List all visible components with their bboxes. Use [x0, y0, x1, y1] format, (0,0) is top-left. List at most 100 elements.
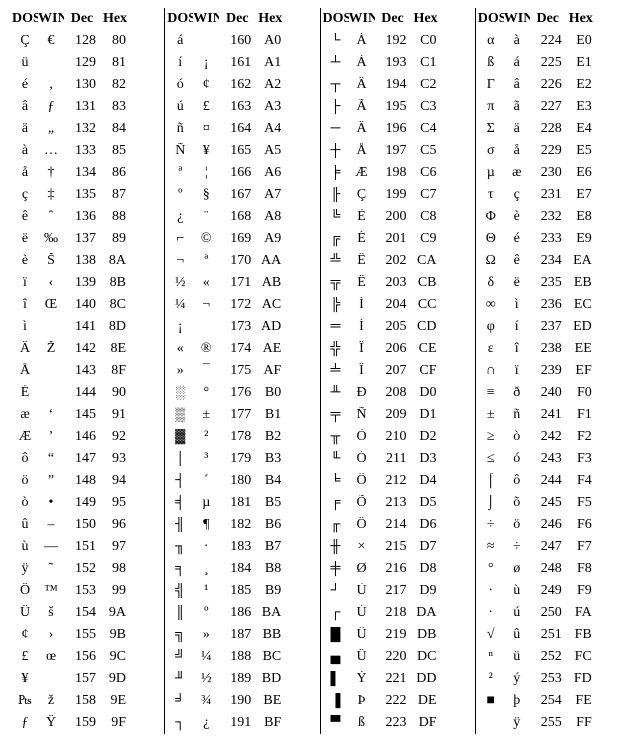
table-row: «®174AE	[165, 338, 319, 360]
cell-win: ù	[504, 583, 530, 599]
cell-dec: 234	[530, 253, 566, 269]
cell-dec: 173	[219, 319, 255, 335]
cell-hex: EB	[566, 275, 596, 291]
table-row: ò•14995	[10, 492, 164, 514]
cell-win: ó	[504, 451, 530, 467]
cell-win: ü	[504, 649, 530, 665]
cell-hex: DD	[411, 671, 441, 687]
cell-win: Ó	[349, 451, 375, 467]
cell-hex: EA	[566, 253, 596, 269]
cell-hex: BE	[255, 693, 285, 709]
cell-win: ¥	[193, 143, 219, 159]
cell-dec: 210	[375, 429, 411, 445]
cell-win: Ÿ	[38, 715, 64, 731]
cell-dec: 223	[375, 715, 411, 731]
cell-hex: D5	[411, 495, 441, 511]
cell-win: Ð	[349, 385, 375, 401]
cell-dec: 228	[530, 121, 566, 137]
table-row: ö”14894	[10, 470, 164, 492]
cell-win: ×	[349, 539, 375, 555]
cell-win: Œ	[38, 297, 64, 313]
cell-dec: 154	[64, 605, 100, 621]
cell-win: ž	[38, 693, 64, 709]
cell-win: ÷	[504, 539, 530, 555]
table-row: ƒŸ1599F	[10, 712, 164, 734]
cell-dec: 181	[219, 495, 255, 511]
cell-hex: A3	[255, 99, 285, 115]
cell-dos: █	[323, 627, 349, 643]
cell-win: ð	[504, 385, 530, 401]
table-row: Æ’14692	[10, 426, 164, 448]
cell-win: °	[193, 385, 219, 401]
table-row: ₧ž1589E	[10, 690, 164, 712]
cell-win: ¦	[193, 165, 219, 181]
cell-dec: 195	[375, 99, 411, 115]
table-row: ╩Ê202CA	[321, 250, 475, 272]
cell-hex: E0	[566, 33, 596, 49]
cell-hex: 84	[100, 121, 130, 137]
table-row: ┐¿191BF	[165, 712, 319, 734]
cell-win: Ö	[349, 517, 375, 533]
cell-dec: 190	[219, 693, 255, 709]
cell-win: â	[504, 77, 530, 93]
cell-dos: ñ	[167, 121, 193, 137]
cell-dos: ì	[12, 319, 38, 335]
cell-win: ¹	[193, 583, 219, 599]
table-row: Σä228E4	[476, 118, 630, 140]
cell-dec: 132	[64, 121, 100, 137]
cell-dos: É	[12, 385, 38, 401]
table-row: ╞Æ198C6	[321, 162, 475, 184]
cell-win: ›	[38, 627, 64, 643]
cell-hex: D6	[411, 517, 441, 533]
hdr-hex: Hex	[566, 11, 596, 27]
cell-dos: ═	[323, 319, 349, 335]
cell-dec: 159	[64, 715, 100, 731]
cell-hex: EF	[566, 363, 596, 379]
cell-dec: 229	[530, 143, 566, 159]
cell-win: ·	[193, 539, 219, 555]
table-row: ▓²178B2	[165, 426, 319, 448]
cell-dec: 239	[530, 363, 566, 379]
cell-win: À	[349, 33, 375, 49]
cell-dec: 245	[530, 495, 566, 511]
table-row: ═Í205CD	[321, 316, 475, 338]
cell-dec: 209	[375, 407, 411, 423]
table-row: âƒ13183	[10, 96, 164, 118]
table-row: ù—15197	[10, 536, 164, 558]
cell-dec: 183	[219, 539, 255, 555]
cell-win: ™	[38, 583, 64, 599]
cell-dec: 160	[219, 33, 255, 49]
cell-dos: ±	[478, 407, 504, 423]
cell-win: ã	[504, 99, 530, 115]
table-row: ┴Á193C1	[321, 52, 475, 74]
cell-dec: 130	[64, 77, 100, 93]
cell-dos: ┬	[323, 77, 349, 93]
hdr-dos: DOS	[12, 11, 38, 27]
table-row: îŒ1408C	[10, 294, 164, 316]
cell-hex: 82	[100, 77, 130, 93]
cell-hex: AA	[255, 253, 285, 269]
cell-dos: ú	[167, 99, 193, 115]
table-row: ╤Ñ209D1	[321, 404, 475, 426]
cell-dos: ≥	[478, 429, 504, 445]
cell-win: š	[38, 605, 64, 621]
table-row: ╔É201C9	[321, 228, 475, 250]
cell-dec: 255	[530, 715, 566, 731]
cell-hex: B1	[255, 407, 285, 423]
table-row: ⌠ô244F4	[476, 470, 630, 492]
table-row: ÿ255FF	[476, 712, 630, 734]
cell-hex: 92	[100, 429, 130, 445]
cell-dos: ╦	[323, 275, 349, 291]
cell-hex: EC	[566, 297, 596, 313]
cell-dos: ╖	[167, 539, 193, 555]
cell-dos: ╢	[167, 517, 193, 533]
cell-dos: ▌	[323, 671, 349, 687]
cell-dos: ░	[167, 385, 193, 401]
cell-hex: FF	[566, 715, 596, 731]
cell-win: ©	[193, 231, 219, 247]
cell-win: ¿	[193, 715, 219, 731]
cell-win: Æ	[349, 165, 375, 181]
cell-hex: C4	[411, 121, 441, 137]
cell-dec: 142	[64, 341, 100, 357]
cell-dec: 134	[64, 165, 100, 181]
